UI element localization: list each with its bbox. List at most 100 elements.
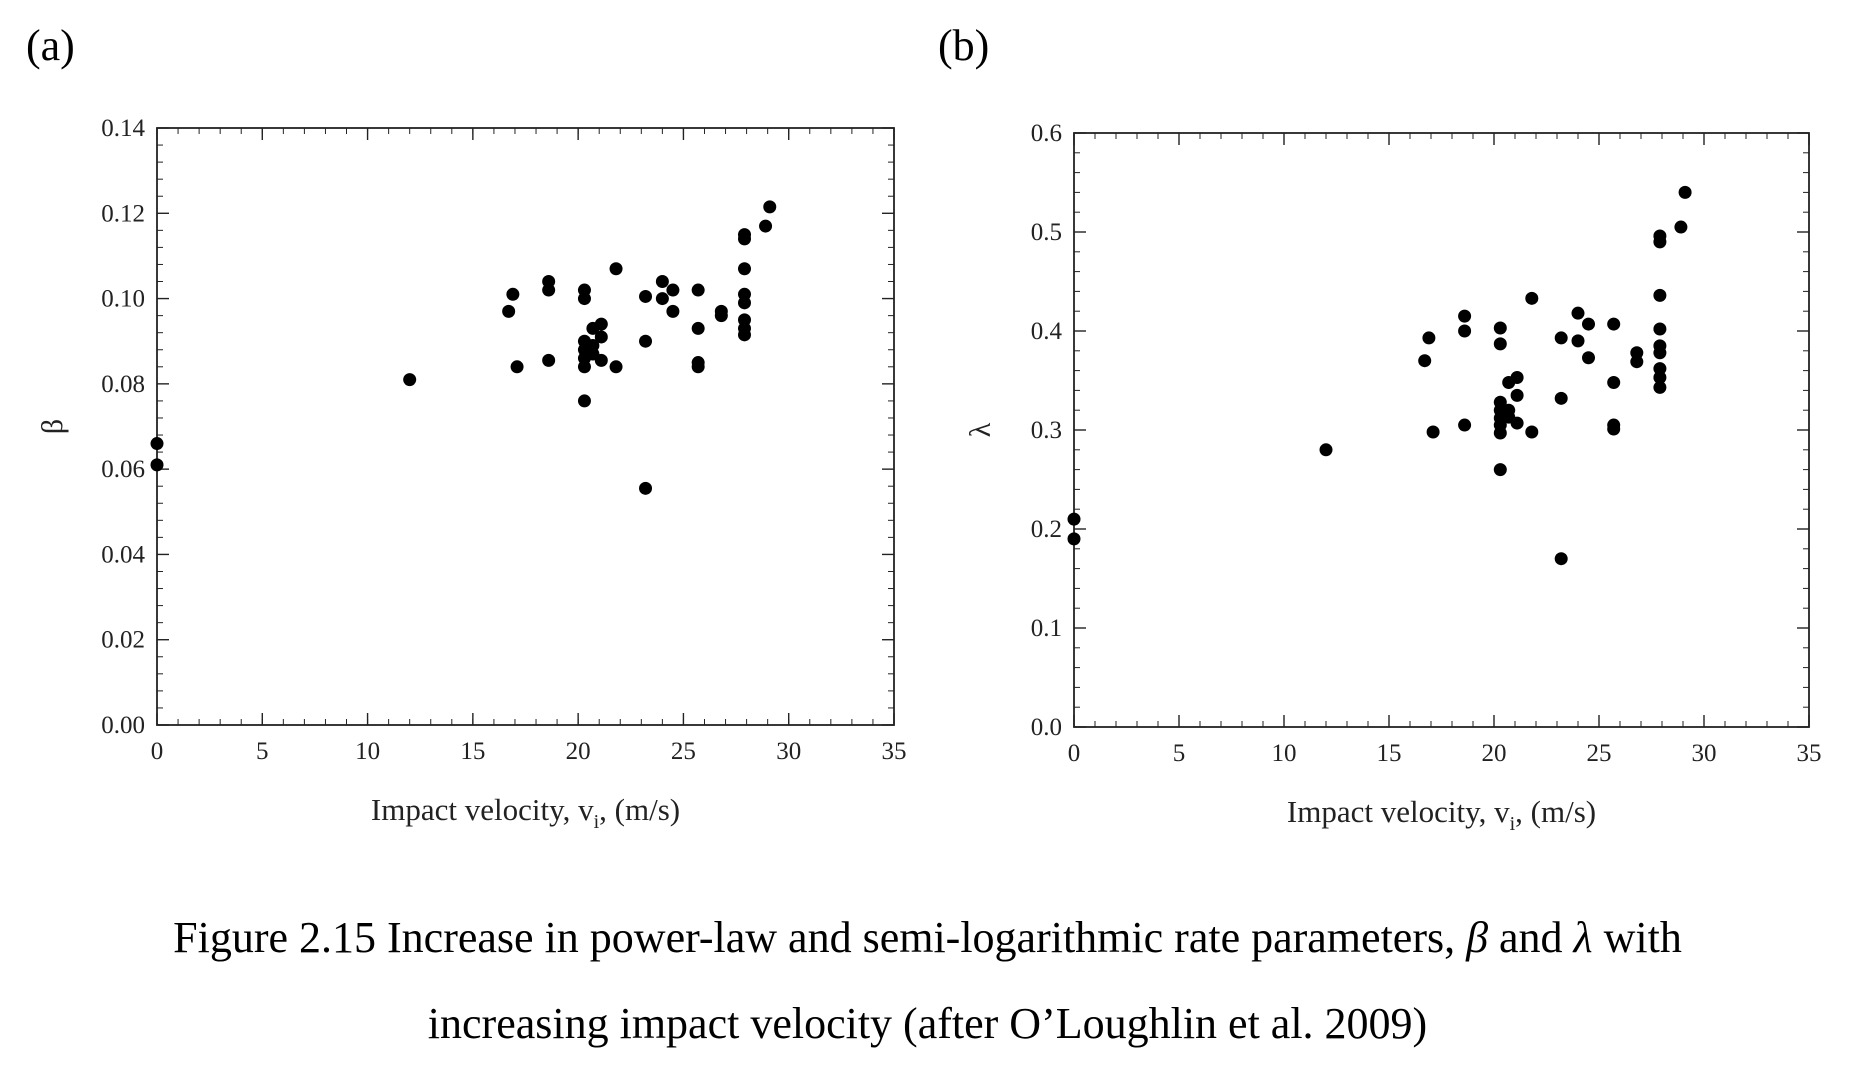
data-point [1510,416,1524,430]
x-axis-label: Impact velocity, vi, (m/s) [371,792,680,833]
data-point [1653,371,1667,385]
y-axis-label: β [36,419,69,434]
caption-text-2: with [1603,913,1682,962]
x-tick-label: 35 [1797,740,1822,767]
data-point [691,321,705,335]
y-tick-label: 0.2 [1031,516,1062,543]
data-point [577,394,591,408]
x-tick-label: 25 [1587,740,1612,767]
data-point [655,292,669,306]
data-point [1426,425,1440,439]
data-point [691,283,705,297]
x-axis-label: Impact velocity, vi, (m/s) [1287,794,1596,835]
y-tick-label: 0.00 [101,712,145,739]
data-point [1493,337,1507,351]
y-tick-label: 0.02 [101,627,145,654]
data-point [1653,288,1667,302]
data-point [639,481,653,495]
panel-a-label: (a) [26,21,75,70]
y-tick-label: 0.0 [1031,714,1062,741]
data-point [594,317,608,331]
y-tick-label: 0.6 [1031,120,1062,147]
data-point [639,334,653,348]
y-tick-label: 0.3 [1031,417,1062,444]
caption-line-1: Figure 2.15 Increase in power-law and se… [0,895,1855,981]
panel-b-label: (b) [938,21,990,70]
y-tick-label: 0.06 [101,456,145,483]
x-tick-label: 20 [1482,740,1507,767]
data-point [1607,317,1621,331]
y-tick-label: 0.4 [1031,318,1063,345]
data-point [737,296,751,310]
data-point [1493,463,1507,477]
data-point [542,353,556,367]
y-tick-label: 0.10 [101,286,145,313]
data-point [1571,306,1585,320]
y-tick-label: 0.1 [1031,615,1062,642]
data-point [1653,322,1667,336]
x-tick-label: 10 [355,738,380,765]
data-point [1607,375,1621,389]
data-point [1554,331,1568,345]
data-point [1582,351,1595,365]
figure-caption: Figure 2.15 Increase in power-law and se… [0,895,1855,1067]
data-point [1525,291,1539,305]
caption-text-1: Figure 2.15 Increase in power-law and se… [173,913,1456,962]
x-tick-label: 15 [1377,740,1402,767]
y-tick-label: 0.04 [101,541,145,568]
x-tick-label: 5 [256,738,269,765]
x-tick-label: 10 [1272,740,1297,767]
x-tick-label: 0 [151,738,164,765]
data-point [510,360,524,374]
caption-beta-symbol: β [1466,913,1489,962]
data-point [691,360,705,374]
caption-lambda-symbol: λ [1573,913,1593,962]
data-point [577,292,591,306]
data-point [714,309,728,323]
data-point [1493,426,1507,440]
data-point [150,458,164,472]
data-point [609,360,623,374]
plot-frame [156,127,895,726]
data-point [577,360,591,374]
data-point [502,304,516,318]
y-tick-label: 0.5 [1031,219,1062,246]
data-point [1319,443,1333,457]
x-tick-label: 25 [671,738,696,765]
data-point [594,330,608,344]
data-point [1678,185,1692,199]
x-tick-label: 35 [882,738,907,765]
x-tick-label: 30 [776,738,801,765]
data-point [1422,331,1436,345]
data-point [403,373,417,387]
data-point [609,262,623,276]
data-point [1582,317,1595,331]
data-point [1554,391,1568,405]
caption-line-2: increasing impact velocity (after O’Loug… [427,999,1428,1048]
data-point [1510,371,1524,385]
x-tick-label: 5 [1173,740,1186,767]
x-tick-label: 15 [460,738,485,765]
caption-and: and [1499,913,1563,962]
y-tick-label: 0.12 [101,200,145,227]
data-point [1607,422,1621,436]
data-point [737,262,751,276]
data-point [594,353,608,367]
data-point [1458,309,1472,323]
data-point [542,283,556,297]
plot-frame [1073,132,1810,728]
data-point [150,437,164,451]
data-point [1674,220,1688,234]
x-tick-label: 0 [1068,740,1081,767]
data-point [1653,362,1667,376]
data-point [1630,355,1644,369]
chart-lambda-scatter: 0 5 10 15 20 25 30 35 0.0 0.1 0.2 0.3 0.4 0.5 0.6 Impac… [964,120,1822,835]
data-point [1653,346,1667,360]
chart-beta-scatter: 0 5 10 15 20 25 30 35 0.00 0.02 0.04 0.06 0.08 0.10 0.… [36,115,907,833]
data-point [666,304,680,318]
data-point [639,289,653,303]
data-point [1067,512,1081,526]
data-point [1458,418,1472,432]
data-point [1630,346,1644,360]
data-point [737,232,751,246]
